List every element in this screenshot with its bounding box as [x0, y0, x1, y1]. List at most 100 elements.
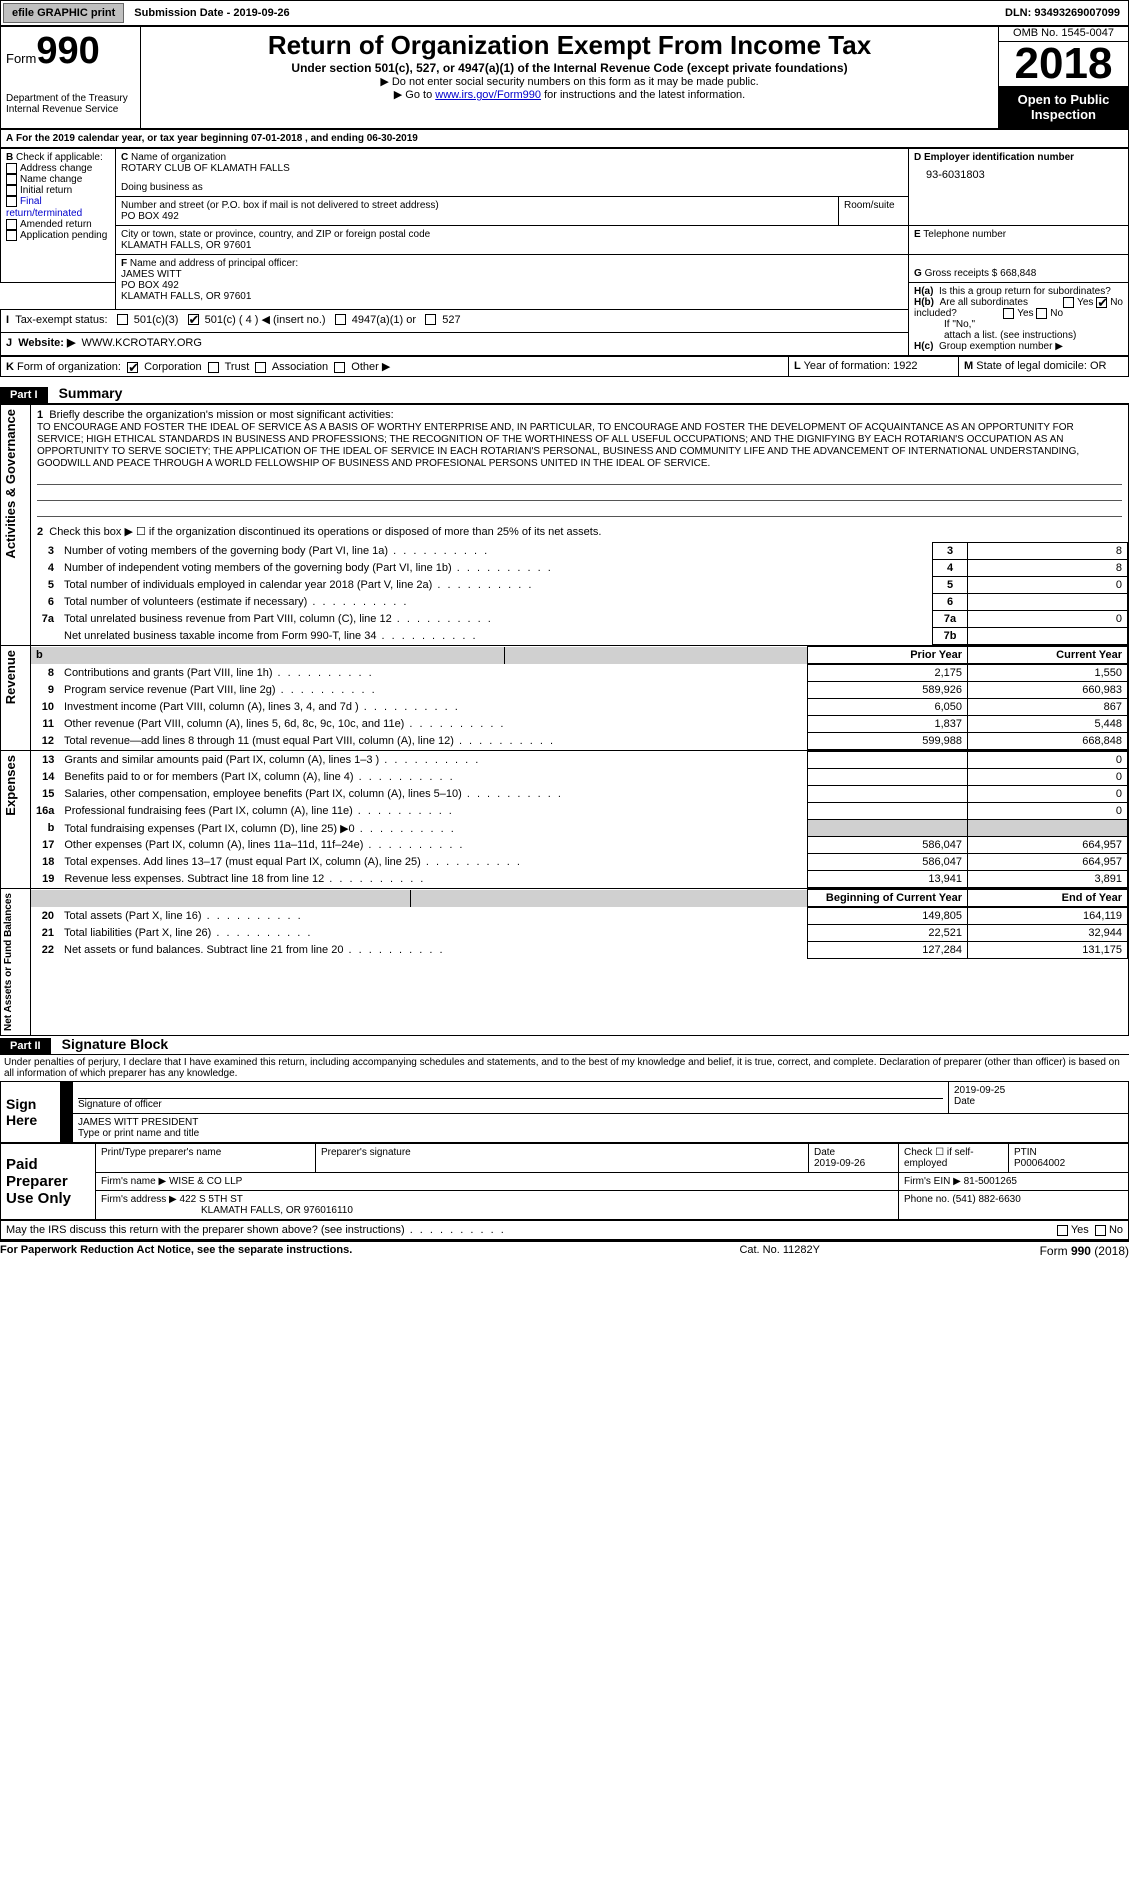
firm-ein: 81-5001265: [964, 1176, 1017, 1187]
cb-4947[interactable]: [335, 314, 346, 325]
section-b: B Check if applicable: Address change Na…: [1, 149, 116, 283]
officer-name-label: Type or print name and title: [78, 1128, 1123, 1139]
part1-title: Summary: [51, 385, 123, 401]
side-netassets: Net Assets or Fund Balances: [1, 889, 16, 1035]
summary-row: 22 Net assets or fund balances. Subtract…: [31, 942, 1128, 959]
curr-year-hdr: Current Year: [968, 647, 1128, 664]
summary-row: 20 Total assets (Part X, line 16) 149,80…: [31, 908, 1128, 925]
summary-row: b Total fundraising expenses (Part IX, c…: [31, 820, 1128, 837]
ptin-label: PTIN: [1014, 1147, 1123, 1158]
footer-center: Cat. No. 11282Y: [520, 1244, 1040, 1258]
ha-yes[interactable]: [1063, 297, 1074, 308]
summary-row: 8 Contributions and grants (Part VIII, l…: [31, 665, 1128, 682]
section-c-street: Number and street (or P.O. box if mail i…: [116, 197, 839, 226]
open-inspection: Open to Public Inspection: [999, 86, 1128, 128]
prep-date-label: Date: [814, 1147, 893, 1158]
summary-row: 6 Total number of volunteers (estimate i…: [31, 594, 1128, 611]
summary-row: 16a Professional fundraising fees (Part …: [31, 803, 1128, 820]
line-1: 1 Briefly describe the organization's mi…: [31, 405, 1128, 521]
hb-yes[interactable]: [1003, 308, 1014, 319]
summary-row: 5 Total number of individuals employed i…: [31, 577, 1128, 594]
form-title: Return of Organization Exempt From Incom…: [146, 30, 993, 61]
ha-no[interactable]: [1096, 297, 1107, 308]
officer-name: JAMES WITT PRESIDENT: [78, 1117, 1123, 1128]
summary-row: 13 Grants and similar amounts paid (Part…: [31, 752, 1128, 769]
cb-501c3[interactable]: [117, 314, 128, 325]
instr-link: ▶ Go to www.irs.gov/Form990 for instruct…: [146, 88, 993, 101]
cb-501c[interactable]: [188, 314, 199, 325]
side-expenses: Expenses: [1, 751, 20, 820]
section-d: D Employer identification number 93-6031…: [909, 149, 1129, 226]
firm-name: WISE & CO LLP: [169, 1176, 242, 1187]
prior-year-hdr: Prior Year: [808, 647, 968, 664]
dln: DLN: 93493269007099: [997, 4, 1128, 22]
cb-name-change[interactable]: [6, 174, 17, 185]
section-c-city: City or town, state or province, country…: [116, 226, 909, 255]
summary-row: 14 Benefits paid to or for members (Part…: [31, 769, 1128, 786]
summary-row: 17 Other expenses (Part IX, column (A), …: [31, 837, 1128, 854]
cb-trust[interactable]: [208, 362, 219, 373]
summary-row: 12 Total revenue—add lines 8 through 11 …: [31, 733, 1128, 750]
submission-date: Submission Date - 2019-09-26: [126, 4, 297, 22]
summary-row: 19 Revenue less expenses. Subtract line …: [31, 871, 1128, 888]
self-employed: Check ☐ if self-employed: [904, 1147, 1003, 1169]
discuss-yes[interactable]: [1057, 1225, 1068, 1236]
cb-amended[interactable]: [6, 219, 17, 230]
cb-final-return[interactable]: [6, 196, 17, 207]
end-year-hdr: End of Year: [968, 890, 1128, 907]
section-i: I Tax-exempt status: 501(c)(3) 501(c) ( …: [1, 309, 909, 332]
summary-row: Net unrelated business taxable income fr…: [31, 628, 1128, 645]
dept-treasury: Department of the Treasury: [6, 93, 135, 104]
section-e: E Telephone number: [909, 226, 1129, 255]
sig-officer-label: Signature of officer: [78, 1099, 943, 1110]
cb-application[interactable]: [6, 230, 17, 241]
section-f: F Name and address of principal officer:…: [116, 255, 909, 310]
firm-phone: (541) 882-6630: [952, 1194, 1020, 1205]
side-activities: Activities & Governance: [1, 405, 20, 563]
section-m: M State of legal domicile: OR: [959, 357, 1129, 377]
sig-date-label: Date: [954, 1096, 1123, 1107]
cb-527[interactable]: [425, 314, 436, 325]
summary-row: 11 Other revenue (Part VIII, column (A),…: [31, 716, 1128, 733]
summary-row: 15 Salaries, other compensation, employe…: [31, 786, 1128, 803]
cb-initial-return[interactable]: [6, 185, 17, 196]
form-subtitle: Under section 501(c), 527, or 4947(a)(1)…: [146, 61, 993, 75]
cb-assoc[interactable]: [255, 362, 266, 373]
discuss-no[interactable]: [1095, 1225, 1106, 1236]
line-2: 2 Check this box ▶ ☐ if the organization…: [31, 521, 1128, 542]
side-revenue: Revenue: [1, 646, 20, 708]
room-suite: Room/suite: [839, 197, 909, 226]
irs-link[interactable]: www.irs.gov/Form990: [435, 89, 541, 101]
sig-date: 2019-09-25: [954, 1085, 1123, 1096]
tax-year: 2018: [999, 42, 1128, 86]
footer-right: Form 990 (2018): [1040, 1244, 1129, 1258]
cb-corp[interactable]: [127, 362, 138, 373]
firm-addr1: 422 S 5TH ST: [180, 1194, 243, 1205]
summary-row: 18 Total expenses. Add lines 13–17 (must…: [31, 854, 1128, 871]
section-k: K Form of organization: Corporation Trus…: [1, 357, 789, 377]
prep-sig-label: Preparer's signature: [321, 1147, 803, 1158]
part2-title: Signature Block: [54, 1036, 169, 1052]
efile-print-button[interactable]: efile GRAPHIC print: [3, 3, 124, 23]
perjury-declaration: Under penalties of perjury, I declare th…: [0, 1054, 1129, 1081]
summary-row: 9 Program service revenue (Part VIII, li…: [31, 682, 1128, 699]
line-a: A For the 2019 calendar year, or tax yea…: [1, 130, 1129, 148]
paid-preparer-label: Paid Preparer Use Only: [1, 1144, 96, 1220]
irs-label: Internal Revenue Service: [6, 104, 135, 115]
cb-other[interactable]: [334, 362, 345, 373]
discuss-line: May the IRS discuss this return with the…: [1, 1221, 1129, 1240]
footer-left: For Paperwork Reduction Act Notice, see …: [0, 1244, 520, 1258]
prep-name-label: Print/Type preparer's name: [101, 1147, 310, 1158]
form-header: Form990 Department of the Treasury Inter…: [0, 26, 1129, 129]
instr-ssn: ▶ Do not enter social security numbers o…: [146, 75, 993, 88]
summary-row: 10 Investment income (Part VIII, column …: [31, 699, 1128, 716]
form-number: Form990: [6, 30, 135, 73]
sign-here-label: Sign Here: [1, 1082, 61, 1143]
section-j: J Website: ▶ WWW.KCROTARY.ORG: [1, 332, 909, 355]
cb-address-change[interactable]: [6, 163, 17, 174]
hb-no[interactable]: [1036, 308, 1047, 319]
section-h: H(a) Is this a group return for subordin…: [909, 283, 1129, 356]
part1-badge: Part I: [0, 387, 48, 403]
summary-row: 4 Number of independent voting members o…: [31, 560, 1128, 577]
part2-badge: Part II: [0, 1038, 51, 1054]
